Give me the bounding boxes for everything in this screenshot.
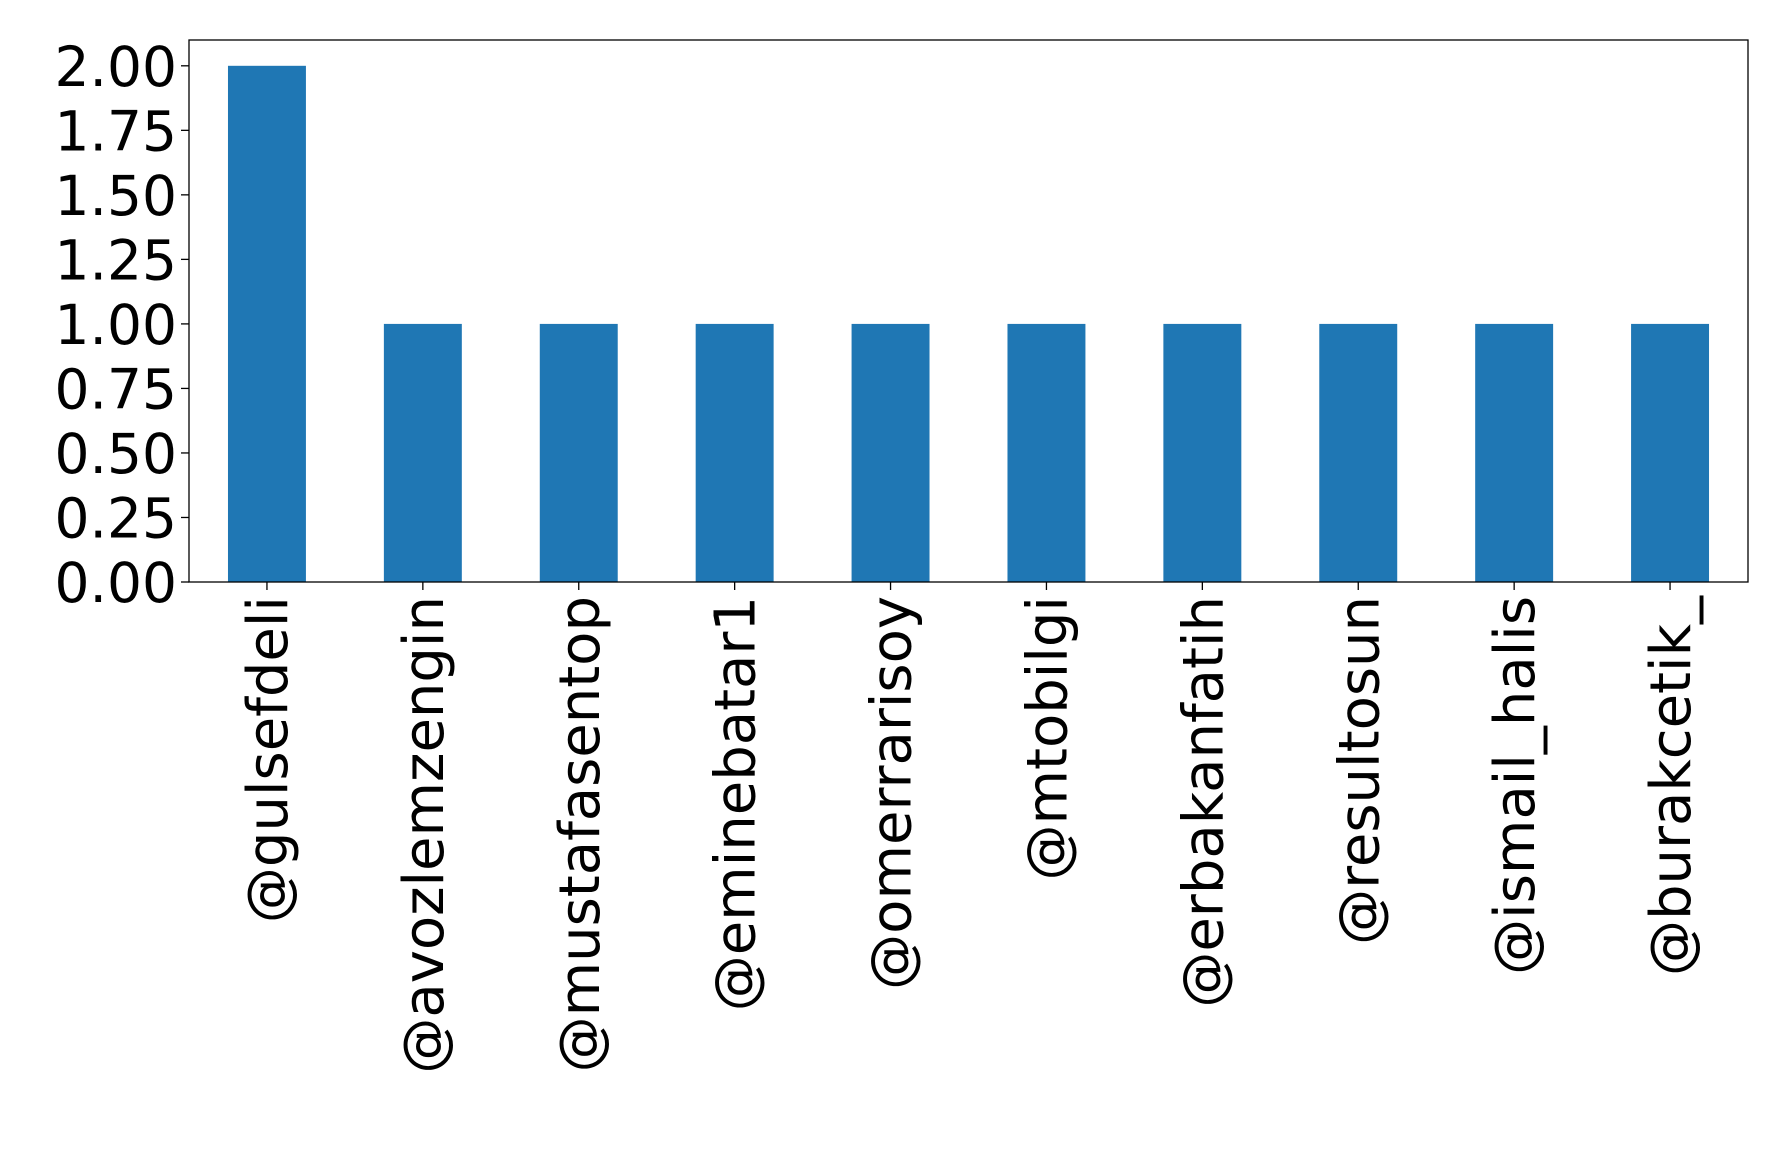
- x-tick-label: @avozlemzengin: [392, 596, 457, 1074]
- y-tick-label: 1.50: [55, 164, 177, 228]
- x-tick-label: @burakcetik_: [1639, 595, 1704, 976]
- x-tick-label: @eminebatar1: [704, 596, 769, 1011]
- y-tick-label: 0.25: [55, 486, 177, 550]
- x-tick-label: @ismail_halis: [1483, 596, 1548, 975]
- plot-frame: [188, 39, 1749, 583]
- y-tick-label: 1.00: [55, 293, 177, 357]
- y-tick-label: 0.75: [55, 357, 177, 421]
- bar: [1631, 323, 1710, 582]
- y-tick-label: 2.00: [55, 35, 177, 99]
- bar: [227, 65, 306, 583]
- y-tick-label: 1.75: [55, 99, 177, 163]
- bar: [1319, 323, 1398, 582]
- x-tick-label: @erbakanfatih: [1171, 596, 1236, 1008]
- bar: [383, 323, 462, 582]
- y-tick-label: 0.50: [55, 422, 177, 486]
- bar: [695, 323, 774, 582]
- x-tick-label: @mustafasentop: [548, 596, 613, 1072]
- bar: [1163, 323, 1242, 582]
- bar: [851, 323, 930, 582]
- x-tick-label: @gulsefdeli: [236, 596, 301, 923]
- bar: [1475, 323, 1554, 582]
- x-tick-label: @resultosun: [1327, 596, 1392, 945]
- y-tick-label: 0.00: [55, 551, 177, 615]
- bar: [539, 323, 618, 582]
- x-tick-label: @omerrarisoy: [860, 596, 925, 990]
- bar: [1007, 323, 1086, 582]
- y-tick-label: 1.25: [55, 228, 177, 292]
- x-tick-label: @mtobilgi: [1015, 596, 1080, 881]
